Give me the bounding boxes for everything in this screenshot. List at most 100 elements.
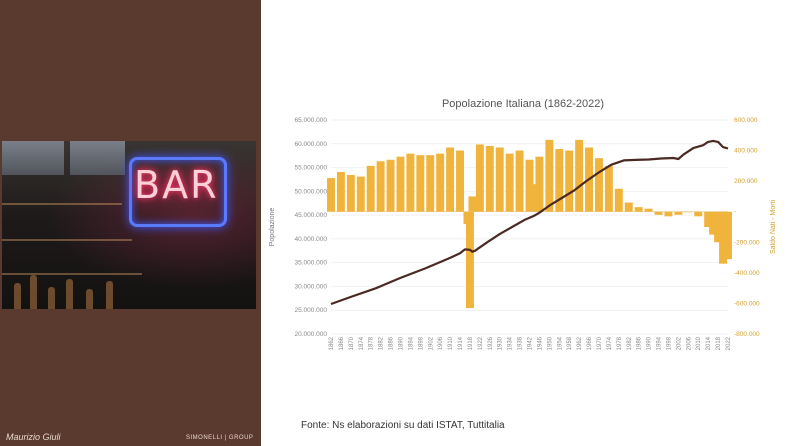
- y2-tick-label: -400.000: [734, 270, 760, 277]
- neon-sign-frame: [129, 157, 227, 227]
- x-tick-label: 1986: [637, 336, 643, 350]
- x-tick-label: 1882: [379, 336, 385, 350]
- x-tick-label: 1906: [438, 336, 444, 350]
- y2-tick-label: 400.000: [734, 148, 758, 155]
- x-tick-label: 1890: [398, 336, 404, 350]
- balance-bar: [614, 188, 623, 212]
- y-tick-label: 55.000.000: [294, 165, 327, 172]
- y-tick-label: 45.000.000: [294, 212, 327, 219]
- x-tick-label: 2018: [716, 336, 722, 350]
- balance-bar: [525, 159, 534, 212]
- x-tick-label: 1886: [389, 336, 395, 350]
- bottle: [48, 287, 55, 309]
- balance-bar: [724, 211, 732, 260]
- x-tick-label: 1866: [339, 336, 345, 350]
- balance-bar: [704, 211, 713, 227]
- x-tick-label: 2014: [706, 336, 712, 350]
- balance-bar: [674, 211, 683, 215]
- y-tick-label: 60.000.000: [294, 141, 327, 148]
- x-tick-label: 1870: [349, 336, 355, 350]
- x-tick-label: 1862: [329, 336, 335, 350]
- x-tick-label: 1974: [607, 336, 613, 350]
- population-line: [330, 139, 729, 306]
- y2-tick-label: -: [734, 209, 736, 216]
- x-tick-label: 1994: [657, 336, 663, 350]
- x-tick-label: 1946: [537, 336, 543, 350]
- balance-bar: [530, 184, 539, 212]
- balance-bar: [505, 153, 514, 212]
- balance-bar: [545, 139, 554, 212]
- balance-bar: [535, 156, 544, 212]
- bottle: [66, 279, 73, 309]
- shelf: [2, 273, 142, 275]
- balance-bar: [624, 202, 633, 212]
- balance-bar: [475, 144, 484, 212]
- x-tick-label: 1954: [557, 336, 563, 350]
- x-tick-label: 1998: [666, 336, 672, 350]
- y-axis-label: Popolazione: [269, 208, 276, 247]
- balance-bar: [604, 165, 613, 212]
- x-tick-label: 1962: [577, 336, 583, 350]
- balance-bar: [376, 161, 385, 212]
- x-tick-label: 2010: [696, 336, 702, 350]
- y2-tick-label: 200.000: [734, 178, 758, 185]
- bottle: [106, 281, 113, 309]
- x-tick-label: 1918: [468, 336, 474, 350]
- balance-bar: [595, 158, 603, 212]
- balance-bar: [336, 171, 345, 212]
- x-tick-label: 2022: [726, 336, 732, 350]
- balance-bar: [366, 165, 375, 212]
- balance-bar: [346, 175, 355, 212]
- shelf: [2, 239, 132, 241]
- x-tick-label: 1922: [478, 336, 484, 350]
- y2-tick-label: -800.000: [734, 331, 760, 338]
- balance-bar: [396, 156, 405, 212]
- bottle: [30, 275, 37, 309]
- shelf: [2, 203, 122, 205]
- balance-bar: [654, 211, 663, 215]
- balance-bar: [709, 211, 718, 235]
- balance-bar: [356, 176, 365, 212]
- balance-bar: [644, 208, 653, 212]
- balance-bar: [495, 147, 504, 212]
- balance-bar: [465, 211, 474, 309]
- author-name: Maurizio Giuli: [6, 432, 61, 442]
- x-tick-label: 1990: [647, 336, 653, 350]
- x-tick-label: 2002: [676, 336, 682, 350]
- x-tick-label: 1970: [597, 336, 603, 350]
- balance-bar: [446, 147, 455, 212]
- balance-bar: [386, 159, 395, 212]
- balance-bar: [694, 211, 703, 217]
- balance-bar: [468, 196, 477, 212]
- x-tick-label: 1930: [498, 336, 504, 350]
- x-tick-label: 1898: [418, 336, 424, 350]
- balance-bar: [714, 211, 723, 243]
- x-tick-label: 1914: [458, 336, 464, 350]
- balance-bar: [456, 150, 464, 212]
- balance-bar: [575, 139, 584, 212]
- y-tick-label: 50.000.000: [294, 188, 327, 195]
- y2-axis-label: Saldo Nati - Morti: [770, 200, 777, 255]
- x-tick-label: 1902: [428, 336, 434, 350]
- balance-bar: [515, 150, 524, 212]
- x-tick-label: 1874: [359, 336, 365, 350]
- balance-bar: [565, 150, 574, 212]
- y-tick-label: 20.000.000: [294, 331, 327, 338]
- bar-photo: BAR: [2, 141, 256, 309]
- bottle: [86, 289, 93, 309]
- y-tick-label: 40.000.000: [294, 236, 327, 243]
- x-tick-label: 1950: [547, 336, 553, 350]
- y2-tick-label: 600.000: [734, 117, 758, 124]
- x-tick-label: 1958: [567, 336, 573, 350]
- y-tick-label: 35.000.000: [294, 260, 327, 267]
- window-light: [2, 141, 64, 175]
- source-note: Fonte: Ns elaborazioni su dati ISTAT, Tu…: [301, 420, 505, 431]
- brand-logo: SIMONELLI | GROUP: [186, 435, 254, 441]
- balance-bar: [485, 145, 494, 212]
- x-tick-label: 1934: [508, 336, 514, 350]
- y-tick-label: 65.000.000: [294, 117, 327, 124]
- balance-bar: [327, 178, 335, 212]
- x-tick-label: 1926: [488, 336, 494, 350]
- y2-tick-label: -600.000: [734, 300, 760, 307]
